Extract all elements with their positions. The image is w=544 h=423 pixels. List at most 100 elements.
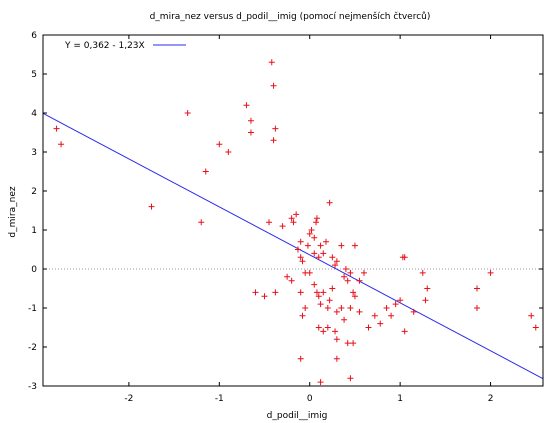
data-point [320,328,327,335]
data-point [320,250,327,257]
data-point [383,305,390,311]
chart-title: d_mira_nez versus d_podil__imig (pomocí … [150,11,431,22]
y-tick-label: 3 [31,148,37,158]
data-point [350,340,357,347]
data-point [202,168,209,175]
plot-frame [42,34,544,387]
data-point [333,258,340,265]
data-point [323,238,330,245]
data-point [333,355,340,362]
data-point [350,289,357,296]
data-point [290,219,297,226]
fit-line [42,112,544,380]
data-point [473,305,480,311]
data-point [272,289,279,296]
data-point [284,273,291,280]
data-point [299,312,306,319]
data-point [279,223,286,230]
data-point [424,285,431,292]
y-axis-label: d_mira_nez [8,186,18,237]
data-point [338,305,345,311]
data-point [324,324,331,331]
data-point [198,219,205,226]
data-points [53,59,539,386]
data-point [332,328,339,335]
data-point [311,250,318,257]
data-point [487,269,494,276]
data-point [388,312,395,319]
data-point [329,285,336,292]
data-point [351,293,358,300]
data-point [324,305,331,311]
data-point [315,324,322,331]
y-tick-label: -2 [28,343,37,353]
data-point [315,254,322,261]
data-point [313,215,320,222]
y-axis: -3 -2 -1 0 1 2 3 4 5 6 [28,31,543,392]
data-point [53,125,60,132]
data-point [347,305,354,311]
data-point [252,289,259,296]
data-point [58,141,65,148]
data-point [341,273,348,280]
data-point [333,308,340,315]
data-point [532,324,539,331]
data-point [216,141,223,148]
data-point [225,149,232,155]
data-point [148,203,155,210]
data-point [313,219,320,226]
data-point [333,336,340,343]
data-point [313,289,320,296]
data-point [356,277,363,284]
data-point [306,269,313,276]
data-point [344,277,351,284]
data-point [247,129,254,136]
data-point [397,297,404,304]
data-point [261,293,268,300]
data-point [419,269,426,276]
data-point [317,301,324,308]
data-point [342,266,349,272]
data-point [311,234,318,241]
data-point [326,297,333,304]
data-point [401,254,408,261]
data-point [297,254,304,261]
data-point [410,308,417,315]
y-tick-label: 5 [31,70,37,80]
data-point [184,110,191,116]
data-point [344,340,351,347]
data-point [332,262,339,269]
y-tick-label: 2 [31,187,37,197]
data-point [304,242,311,249]
data-point [272,125,279,132]
data-point [299,258,306,265]
data-point [360,269,367,276]
data-point [356,308,363,315]
data-point [268,59,275,66]
data-point [266,219,273,226]
data-point [297,289,304,296]
data-point [392,301,399,308]
data-point [371,312,378,319]
data-point [297,238,304,245]
data-point [247,117,254,124]
data-point [338,242,345,249]
data-point [317,242,324,249]
data-point [243,102,250,109]
x-tick-label: -2 [124,394,133,404]
data-point [288,215,295,222]
data-point [351,242,358,249]
regression-line [42,112,544,380]
data-point [320,289,327,296]
y-tick-label: -1 [28,304,37,314]
data-point [308,227,315,233]
x-axis-label: d_podil__imig [267,411,328,421]
data-point [347,375,354,382]
data-point [422,297,429,304]
data-point [288,277,295,284]
data-point [347,269,354,276]
data-point [317,379,324,386]
y-tick-label: -3 [28,382,37,392]
data-point [401,328,408,335]
